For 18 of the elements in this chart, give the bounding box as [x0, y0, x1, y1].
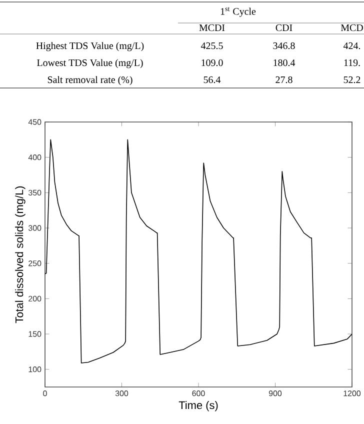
text: 1$^{st}$ Cycle — [220, 7, 256, 17]
text: 424. — [343, 42, 360, 50]
text: 119. — [344, 59, 360, 66]
x-axis-title: Time (s) — [178, 401, 218, 412]
text: MCDI — [199, 24, 225, 32]
text: 425.5 — [200, 42, 223, 50]
text: 56.4 — [204, 76, 221, 84]
y-axis-title: Total dissolved solids (mg/L) — [15, 186, 26, 324]
text: CDI — [276, 24, 292, 32]
text: 346.8 — [273, 42, 295, 50]
text: Highest TDS Value (mg/L) — [36, 42, 144, 52]
text: 52.2 — [344, 76, 360, 84]
text: Salt removal rate (%) — [48, 76, 132, 86]
text: MCD — [340, 24, 363, 32]
text: 27.8 — [276, 76, 292, 84]
text: 109.0 — [202, 59, 223, 66]
text: 180.4 — [274, 59, 296, 66]
text: Lowest TDS Value (mg/L) — [37, 59, 143, 68]
